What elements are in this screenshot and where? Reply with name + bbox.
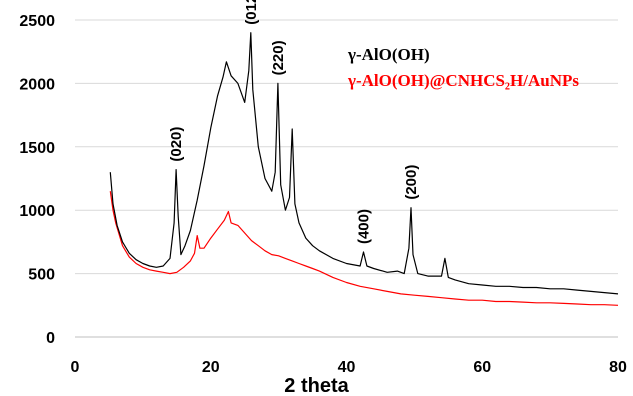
series-layer <box>109 32 619 306</box>
legend-entry: γ-AlO(OH) <box>347 45 430 64</box>
x-tick-label: 80 <box>609 359 627 376</box>
y-tick-label: 1500 <box>19 140 55 157</box>
peak-label: (400) <box>355 209 372 244</box>
x-axis-title: 2 theta <box>284 375 349 396</box>
legend: γ-AlO(OH) γ-AlO(OH)@CNHCS₂H/AuNPs <box>347 45 579 90</box>
series-line <box>109 191 619 306</box>
axes: 0 500 1000 1500 2000 2500 0 20 40 60 80 <box>19 13 627 376</box>
x-tick-label: 60 <box>473 359 491 376</box>
peak-annotations: (020) (012α) (220) (400) (200) <box>168 0 420 244</box>
x-tick-label: 20 <box>202 359 220 376</box>
y-tick-label: 500 <box>28 267 55 284</box>
y-tick-label: 2500 <box>19 13 55 30</box>
peak-label: (020) <box>168 127 185 162</box>
peak-label: (012α) <box>243 0 260 25</box>
x-tick-label: 40 <box>338 359 356 376</box>
y-tick-label: 2000 <box>19 76 55 93</box>
y-tick-label: 1000 <box>19 203 55 220</box>
y-tick-label: 0 <box>46 330 55 347</box>
x-tick-label: 0 <box>71 359 80 376</box>
peak-label: (200) <box>403 165 420 200</box>
grid-lines <box>75 19 618 275</box>
peak-label: (220) <box>270 40 287 75</box>
series-line <box>109 32 619 295</box>
legend-entry: γ-AlO(OH)@CNHCS₂H/AuNPs <box>347 71 579 90</box>
